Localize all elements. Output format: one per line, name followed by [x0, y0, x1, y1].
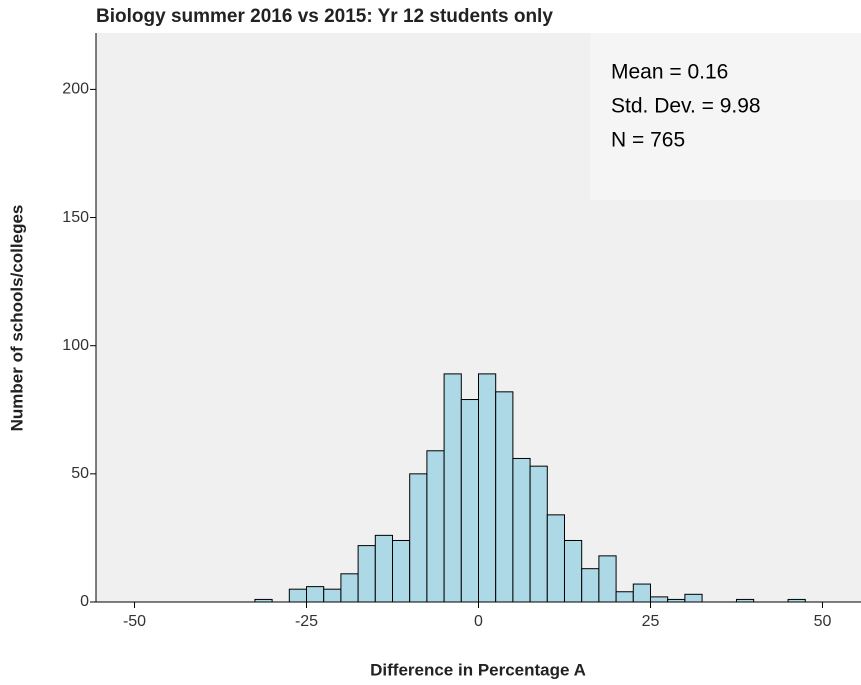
x-tick-label: 25 [642, 613, 660, 630]
y-tick-label: 150 [62, 209, 89, 226]
stat-mean: Mean = 0.16 [611, 61, 728, 84]
bar [392, 539, 411, 603]
bar [632, 583, 651, 603]
y-tick-label: 100 [62, 337, 89, 354]
y-axis-label: Number of schools/colleges [7, 205, 26, 432]
bar [684, 593, 703, 603]
bar [288, 588, 308, 603]
bar [340, 573, 359, 603]
bar [546, 514, 565, 603]
bar [598, 555, 617, 603]
bar [409, 473, 428, 603]
bar [478, 373, 497, 603]
y-tick-label: 200 [62, 81, 89, 98]
bar [581, 568, 600, 603]
stat-sd: Std. Dev. = 9.98 [611, 95, 761, 118]
bar [512, 457, 531, 603]
stats-box [590, 33, 861, 200]
y-tick-label: 50 [71, 465, 89, 482]
bar [357, 545, 376, 603]
x-tick-label: 0 [474, 613, 483, 630]
bar [529, 465, 548, 603]
bar [443, 373, 462, 603]
bar [563, 539, 583, 603]
bar [495, 391, 514, 603]
bar [615, 591, 634, 603]
bar [649, 596, 669, 603]
y-tick-label: 0 [80, 593, 89, 610]
x-tick-label: -25 [295, 613, 318, 630]
bar [323, 588, 342, 603]
x-axis-label: Difference in Percentage A [370, 660, 586, 679]
x-tick-label: -50 [123, 613, 146, 630]
bar [460, 399, 480, 603]
bar [374, 534, 394, 603]
stat-n: N = 765 [611, 129, 685, 152]
chart-title: Biology summer 2016 vs 2015: Yr 12 stude… [96, 6, 553, 27]
bar [426, 450, 445, 603]
bar [306, 586, 325, 603]
x-tick-label: 50 [814, 613, 832, 630]
